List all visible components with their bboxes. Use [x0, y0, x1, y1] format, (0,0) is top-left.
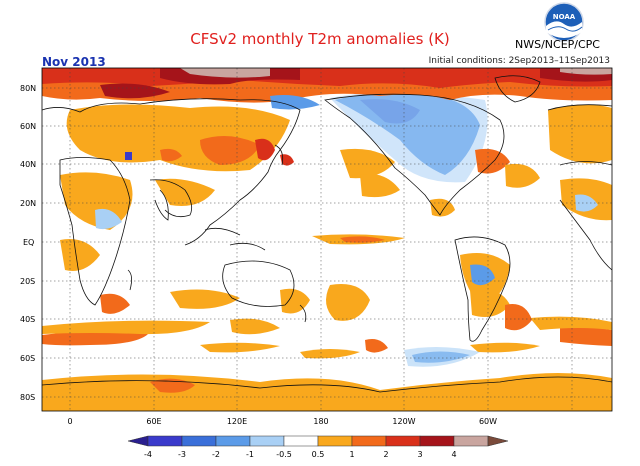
lat-label: 80N [20, 84, 36, 93]
lat-label: 40N [20, 160, 36, 169]
colorbar-swatch [283, 435, 319, 447]
colorbar-tick-label: -3 [178, 450, 186, 459]
colorbar-swatch [351, 435, 387, 447]
lon-label: 120W [392, 417, 415, 426]
colorbar-tick-label: -1 [246, 450, 254, 459]
anomaly-so-west [42, 330, 150, 346]
lat-label: 20S [20, 277, 35, 286]
colorbar-tick-label: -4 [144, 450, 152, 459]
colorbar-swatch [419, 435, 455, 447]
colorbar-swatch [487, 435, 509, 447]
anomaly-so-east [560, 327, 612, 346]
colorbar-tick-label: 1 [349, 450, 354, 459]
colorbar-swatch [181, 435, 217, 447]
colorbar-tick-label: 4 [451, 450, 456, 459]
latitude-labels: 80N 60N 40N 20N EQ 20S 40S 60S 80S [20, 84, 36, 402]
colorbar-tick-label: -0.5 [276, 450, 292, 459]
colorbar-tick-label: 0.5 [312, 450, 325, 459]
colorbar-swatch [317, 435, 353, 447]
colorbar-tick-label: 2 [383, 450, 388, 459]
colorbar-swatch [249, 435, 285, 447]
coastlines [42, 75, 612, 393]
noaa-logo: NOAA [544, 2, 584, 42]
colorbar-swatch [127, 435, 149, 447]
colorbar-swatch [453, 435, 489, 447]
agency-label: NWS/NCEP/CPC [515, 38, 600, 51]
anomaly-antarctica-red [150, 378, 195, 393]
lon-label: 60W [479, 417, 497, 426]
lon-label: 120E [227, 417, 247, 426]
lat-label: EQ [23, 238, 34, 247]
lon-label: 180 [313, 417, 328, 426]
lat-label: 60N [20, 122, 36, 131]
longitude-labels: 0 60E 120E 180 120W 60W [67, 417, 497, 426]
noaa-logo-text: NOAA [553, 13, 576, 21]
lon-label: 60E [146, 417, 161, 426]
colorbar-swatch [385, 435, 421, 447]
colorbar-swatch [215, 435, 251, 447]
initial-conditions: Initial conditions: 2Sep2013–11Sep2013 [428, 56, 610, 66]
lat-label: 80S [20, 393, 35, 402]
forecast-month: Nov 2013 [42, 55, 106, 69]
map-frame [41, 67, 613, 412]
colorbar-swatch [147, 435, 183, 447]
lat-label: 60S [20, 354, 35, 363]
colorbar-tick-label: -2 [212, 450, 220, 459]
chart-title: CFSv2 monthly T2m anomalies (K) [190, 30, 450, 48]
lon-label: 0 [67, 417, 72, 426]
gridlines [42, 68, 612, 411]
lat-label: 40S [20, 315, 35, 324]
colorbar-tick-label: 3 [417, 450, 422, 459]
lat-label: 20N [20, 199, 36, 208]
